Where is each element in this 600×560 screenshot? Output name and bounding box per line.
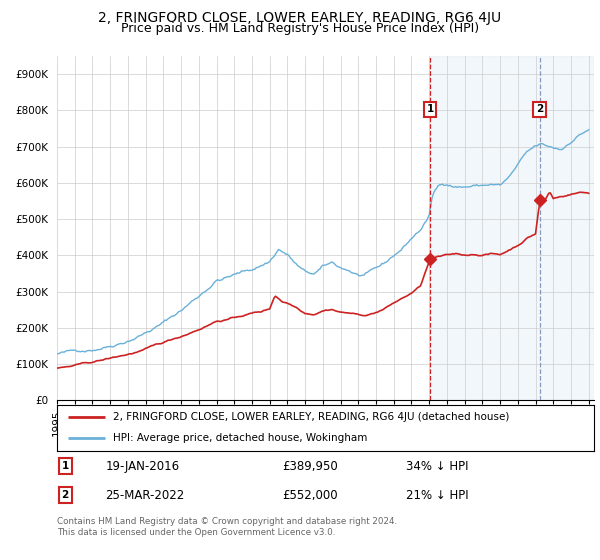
Text: 2: 2	[61, 491, 68, 501]
Text: 2, FRINGFORD CLOSE, LOWER EARLEY, READING, RG6 4JU: 2, FRINGFORD CLOSE, LOWER EARLEY, READIN…	[98, 11, 502, 25]
Text: 2, FRINGFORD CLOSE, LOWER EARLEY, READING, RG6 4JU (detached house): 2, FRINGFORD CLOSE, LOWER EARLEY, READIN…	[113, 412, 510, 422]
Text: 34% ↓ HPI: 34% ↓ HPI	[406, 460, 469, 473]
Text: Price paid vs. HM Land Registry's House Price Index (HPI): Price paid vs. HM Land Registry's House …	[121, 22, 479, 35]
Text: 1: 1	[61, 461, 68, 472]
Text: 21% ↓ HPI: 21% ↓ HPI	[406, 489, 469, 502]
Bar	[430, 56, 594, 400]
Text: Contains HM Land Registry data © Crown copyright and database right 2024.
This d: Contains HM Land Registry data © Crown c…	[57, 517, 397, 537]
Text: £552,000: £552,000	[283, 489, 338, 502]
Text: HPI: Average price, detached house, Wokingham: HPI: Average price, detached house, Woki…	[113, 433, 368, 444]
Text: 1: 1	[427, 104, 434, 114]
Text: 19-JAN-2016: 19-JAN-2016	[106, 460, 179, 473]
Text: £389,950: £389,950	[283, 460, 338, 473]
Text: 2: 2	[536, 104, 543, 114]
Text: 25-MAR-2022: 25-MAR-2022	[106, 489, 185, 502]
